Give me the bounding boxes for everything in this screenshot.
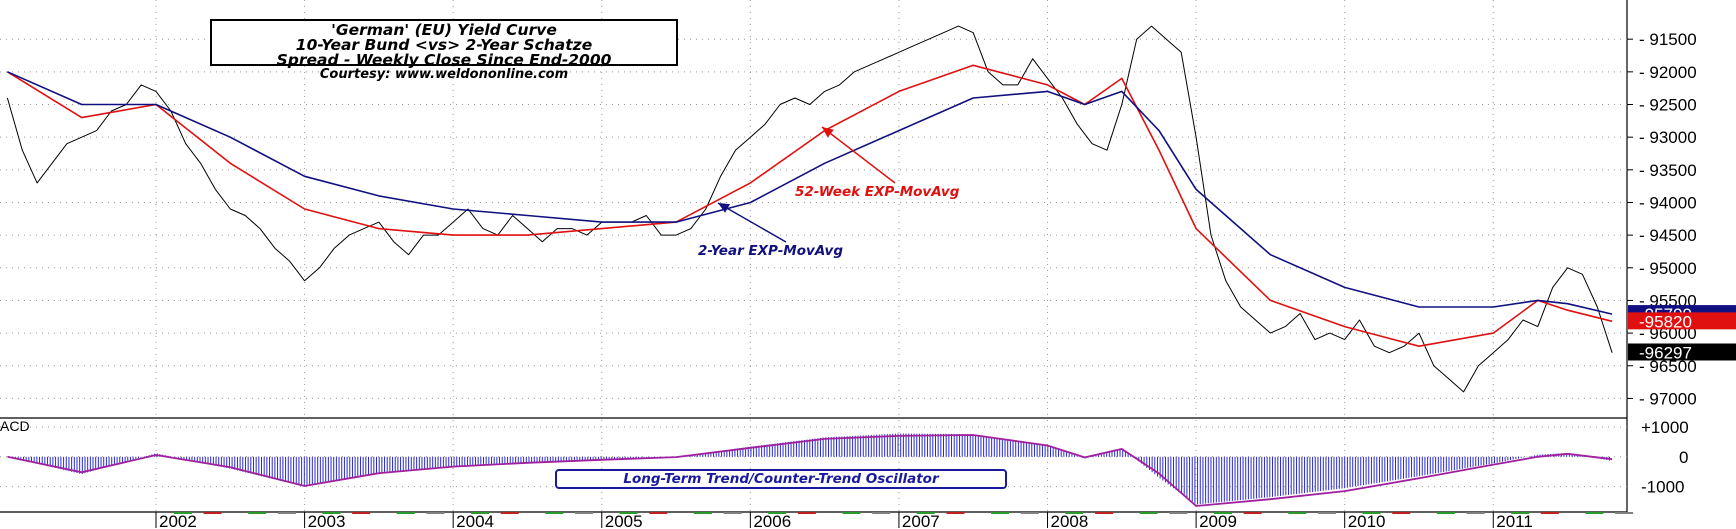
oscillator-label-box: Long-Term Trend/Counter-Trend Oscillator [555,469,1007,489]
x-tick-label: 2007 [902,512,940,529]
chart-title-line-3: Spread - Weekly Close Since End-2000 [276,51,612,69]
last-value-tags: -95709-95820-96297 [1628,305,1736,362]
y-tick-label: - 93500 [1639,161,1697,180]
annotation-arrows [717,126,896,243]
price-series [6,25,1613,393]
y-tick-label: - 97000 [1639,389,1697,408]
y-tick-label: - 92000 [1639,63,1697,82]
x-tick-label: 2008 [1051,512,1089,529]
y-tick-label: - 94500 [1639,226,1697,245]
x-tick-label: 2006 [753,512,791,529]
chart-title-box: 'German' (EU) Yield Curve 10-Year Bund <… [210,19,678,69]
y-tick-label: - 93000 [1639,128,1697,147]
last-value-tag-label: -96297 [1639,343,1692,362]
y-tick-label: - 92500 [1639,96,1697,115]
ema2y-annotation: 2-Year EXP-MovAvg [698,243,843,259]
x-tick-label: 2011 [1496,512,1533,529]
ema52-arrow-shaft [821,126,896,184]
x-tick-label: 2003 [308,512,346,529]
series-line-spread [6,25,1613,393]
y-tick-label: - 95000 [1639,259,1697,278]
ema52-arrow-head [822,127,834,138]
y-tick-label: - 94000 [1639,193,1697,212]
y-tick-label: - 96500 [1639,357,1697,376]
chart-title-line-1: 'German' (EU) Yield Curve [331,21,557,39]
ema2y-arrow-shaft [717,202,787,243]
macd-tick-label: 0 [1679,448,1688,467]
macd-y-axis: +1000 0 -1000 [1641,418,1689,497]
macd-tick-label: -1000 [1641,478,1684,497]
chart-title-line-2: 10-Year Bund <vs> 2-Year Schatze [295,36,593,54]
last-value-tag-bg [1628,312,1736,330]
ema52-annotation: 52-Week EXP-MovAvg [795,184,960,200]
x-tick-label: 2005 [605,512,643,529]
macd-tick-label: +1000 [1641,418,1689,437]
ema2y-arrow-head [718,203,731,213]
last-value-tag-bg [1628,343,1736,361]
x-axis: 2002 2003 2004 2005 2006 2007 2008 2009 2010 2011 [155,512,1634,529]
x-tick-label: 2010 [1348,512,1386,529]
series-line-52-week-exp-movavg [6,64,1613,348]
y-tick-label: - 91500 [1639,30,1697,49]
macd-panel-label: ACD [0,418,30,434]
x-tick-label: 2002 [159,512,197,529]
macd-histogram [7,433,1613,507]
macd-signal-line [7,434,1613,507]
courtesy-credit: Courtesy: www.weldononline.com [319,67,569,82]
x-tick-label: 2004 [456,512,494,529]
series-line-2-year-exp-movavg [7,71,1613,315]
last-value-tag-label: -95820 [1639,312,1692,331]
x-tick-label: 2009 [1199,512,1237,529]
